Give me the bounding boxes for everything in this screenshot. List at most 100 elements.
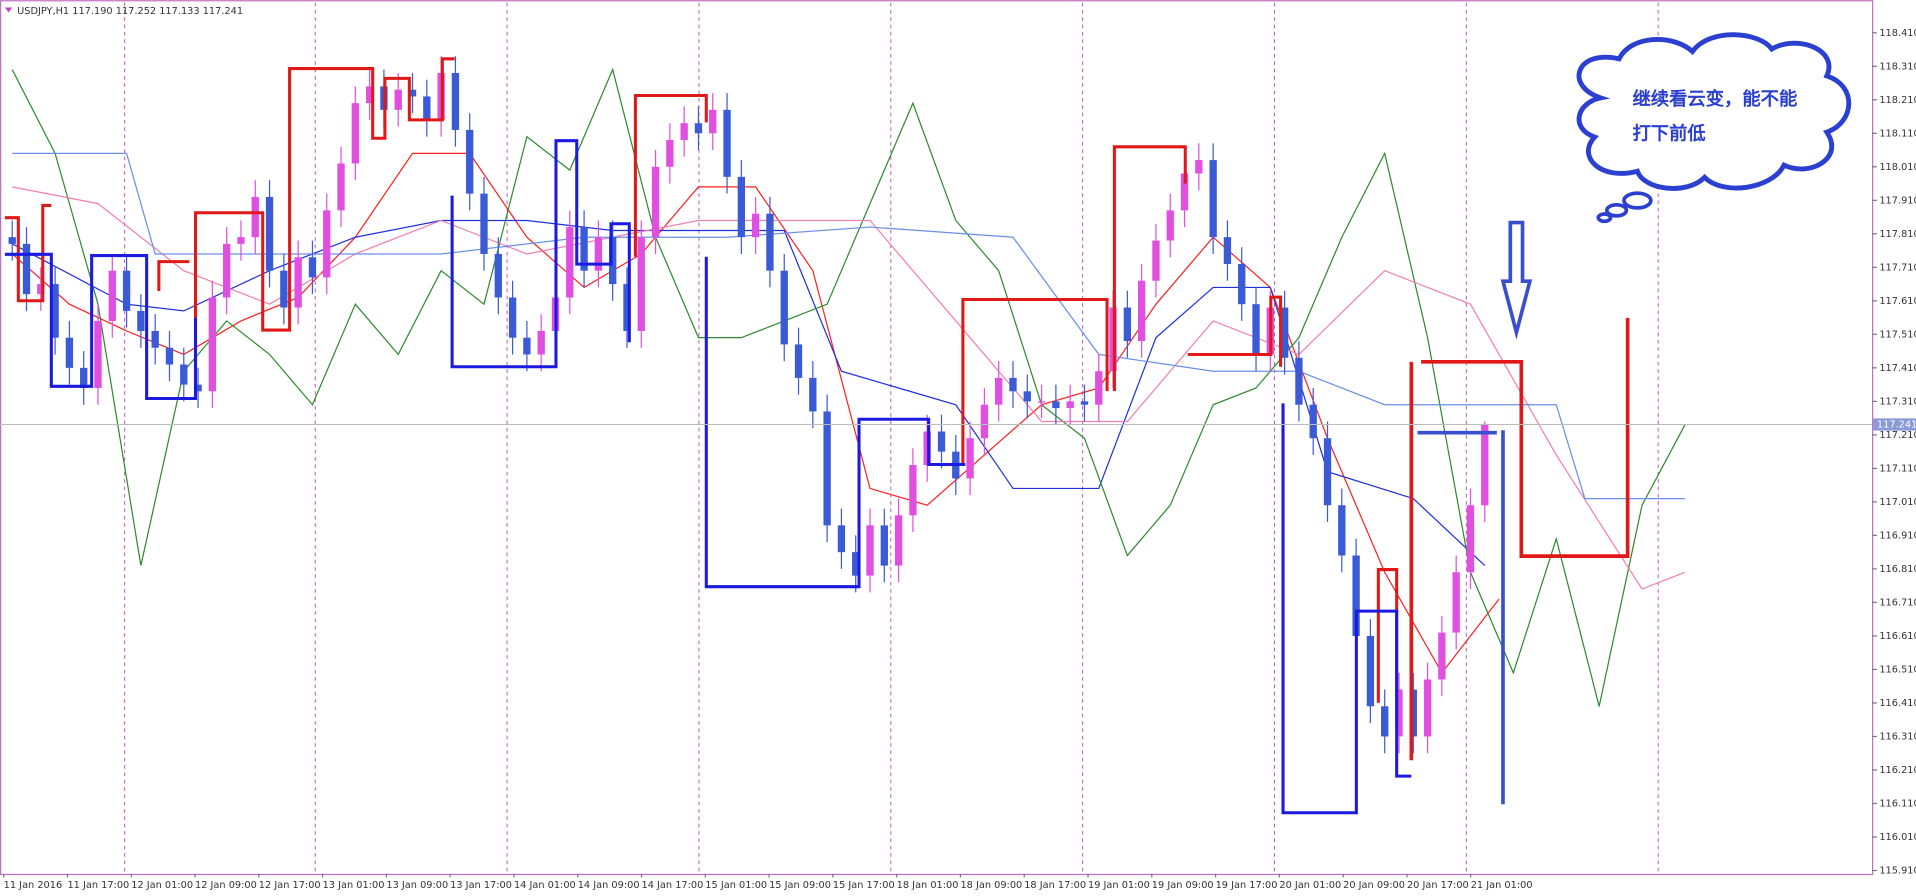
candle-body	[1080, 401, 1089, 405]
candle-body	[1052, 401, 1060, 409]
y-tick-label: 115.910	[1879, 865, 1916, 876]
candle-body	[666, 139, 674, 167]
candle-body	[494, 253, 502, 298]
candle-body	[1252, 304, 1260, 355]
y-tick-label: 118.310	[1879, 61, 1916, 72]
candle-body	[823, 411, 831, 526]
candle-body	[594, 237, 603, 271]
candle-body	[966, 438, 974, 479]
y-tick-label: 117.210	[1879, 430, 1916, 441]
candle-body	[1009, 377, 1017, 392]
candle-body	[208, 297, 217, 392]
candle-body	[751, 213, 760, 238]
candle-body	[1438, 632, 1446, 680]
candle-body	[1066, 401, 1074, 409]
candle-body	[580, 227, 588, 271]
candle-body	[1180, 173, 1189, 211]
candle-body	[980, 404, 989, 439]
candle-body	[694, 123, 703, 134]
x-tick-label: 11 Jan 2016	[4, 880, 63, 891]
candle-body	[1152, 240, 1160, 281]
x-tick-label: 18 Jan 01:00	[897, 880, 959, 891]
thought-bubble	[1576, 32, 1852, 191]
indicator-line	[11, 67, 1686, 707]
y-tick-label: 116.310	[1879, 731, 1916, 742]
blue-levels	[4, 139, 1412, 815]
x-tick-label: 19 Jan 17:00	[1216, 880, 1278, 891]
candle-body	[852, 552, 860, 576]
candle-body	[637, 237, 645, 331]
candle-body	[480, 193, 488, 254]
x-tick-label: 18 Jan 17:00	[1024, 880, 1086, 891]
hand-red	[1409, 317, 1630, 761]
x-tick-label: 15 Jan 01:00	[705, 880, 767, 891]
candle-body	[1423, 679, 1432, 737]
candle-body	[351, 103, 360, 164]
candle-body	[1452, 572, 1460, 633]
current-price-box	[1873, 418, 1916, 431]
candle-body	[623, 284, 631, 331]
y-tick-label: 116.910	[1879, 530, 1916, 541]
axes: 118.410 118.310 118.210 118.110 118.010 117.9…	[0, 28, 1916, 891]
candle-body	[308, 257, 317, 278]
candle-body	[1466, 505, 1475, 573]
y-tick-label: 117.910	[1879, 195, 1916, 206]
candle-body	[508, 297, 517, 338]
candle-body	[151, 330, 159, 348]
y-tick-label: 116.410	[1879, 698, 1916, 709]
candle-body	[1280, 307, 1289, 358]
y-tick-label: 117.410	[1879, 363, 1916, 374]
candle-body	[1409, 689, 1417, 737]
candle-body	[1395, 689, 1403, 737]
x-tick-label: 14 Jan 01:00	[514, 880, 576, 891]
annotation-line: 继续看云变，能不能	[1633, 88, 1798, 110]
candle-body	[408, 89, 417, 97]
x-tick-label: 13 Jan 17:00	[450, 880, 512, 891]
y-tick-label: 117.610	[1879, 296, 1916, 307]
x-tick-label: 14 Jan 09:00	[578, 880, 640, 891]
note-cloud: 继续看云变，能不能 打下前低	[1576, 32, 1852, 224]
candle-body	[223, 243, 231, 298]
current-price-label: 117.241	[1877, 419, 1916, 430]
header-icon	[4, 7, 13, 13]
candle-body	[265, 196, 274, 271]
x-tick-label: 20 Jan 01:00	[1279, 880, 1341, 891]
candle-body	[1481, 424, 1489, 506]
candle-body	[251, 196, 259, 238]
candle-body	[8, 237, 16, 244]
y-tick-label: 116.810	[1879, 564, 1916, 575]
candle-body	[1238, 263, 1246, 305]
x-tick-label: 21 Jan 01:00	[1471, 880, 1533, 891]
x-tick-label: 19 Jan 09:00	[1152, 880, 1214, 891]
candle-body	[237, 237, 245, 244]
x-tick-label: 20 Jan 09:00	[1343, 880, 1405, 891]
candle-body	[80, 367, 88, 388]
candle-body	[1209, 160, 1217, 238]
red-levels	[4, 57, 1399, 722]
x-tick-label: 12 Jan 17:00	[259, 880, 321, 891]
y-tick-label: 117.110	[1879, 463, 1916, 474]
candle-body	[809, 377, 817, 412]
candle-body	[609, 237, 617, 285]
x-tick-label: 20 Jan 17:00	[1407, 880, 1469, 891]
x-tick-label: 11 Jan 17:00	[67, 880, 129, 891]
candle-body	[65, 337, 74, 368]
y-tick-label: 116.610	[1879, 631, 1916, 642]
candle-body	[280, 270, 288, 308]
candle-body	[1352, 555, 1360, 636]
x-tick-label: 14 Jan 17:00	[642, 880, 704, 891]
x-tick-label: 12 Jan 09:00	[195, 880, 257, 891]
candle-body	[680, 123, 688, 140]
candle-body	[294, 257, 302, 308]
candle-body	[423, 96, 431, 120]
y-tick-label: 118.210	[1879, 95, 1916, 106]
candle-body	[451, 72, 460, 130]
candle-body	[180, 364, 188, 385]
candle-body	[51, 284, 59, 338]
x-tick-label: 19 Jan 01:00	[1088, 880, 1150, 891]
candle-body	[1338, 505, 1346, 556]
y-tick-label: 116.510	[1879, 664, 1916, 675]
candle-body	[122, 270, 131, 311]
candle-body	[1195, 160, 1203, 174]
